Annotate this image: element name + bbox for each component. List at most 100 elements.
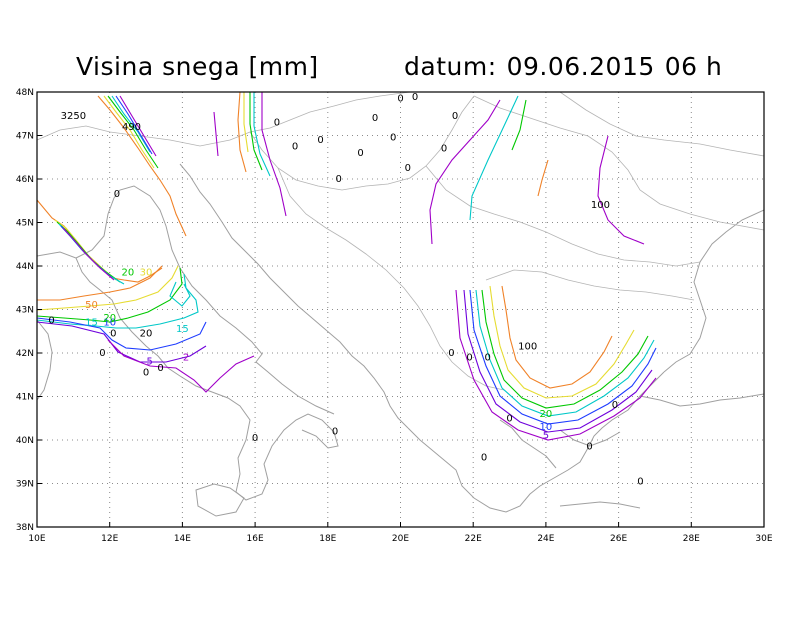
contour-label: 10	[103, 318, 116, 329]
coast-sardinia	[36, 319, 53, 401]
contour-label: 0	[405, 163, 411, 174]
x-tick-label: 24E	[537, 534, 554, 544]
contour-label: 0	[612, 400, 618, 411]
coast-italy-west	[36, 251, 339, 501]
contour-label: 50	[85, 300, 98, 311]
contour-line	[249, 92, 263, 171]
contour-line	[511, 99, 527, 151]
coast-greece	[407, 371, 665, 513]
contour-label: 0	[292, 141, 298, 152]
y-tick-label: 45N	[16, 219, 34, 229]
contour-label: 30	[140, 268, 153, 279]
contour-line	[107, 339, 255, 393]
contour-label: 0	[397, 94, 403, 105]
contour-label: 0	[336, 174, 342, 185]
contour-line	[463, 289, 653, 433]
contour-line	[429, 99, 501, 245]
border-ukraine	[559, 91, 765, 157]
contour-label: 0	[586, 442, 592, 453]
contour-label: 0	[506, 413, 512, 424]
y-tick-label: 38N	[16, 523, 34, 533]
contour-label: 100	[591, 200, 610, 211]
contour-line	[455, 289, 657, 441]
contour-line	[481, 289, 649, 409]
contour-line	[56, 95, 159, 283]
border-romania	[425, 165, 701, 267]
border-alps	[36, 91, 411, 147]
contour-line	[36, 267, 183, 323]
y-tick-label: 39N	[16, 480, 34, 490]
contour-line	[213, 111, 219, 157]
x-tick-label: 10E	[28, 534, 45, 544]
contour-label: 0	[332, 426, 338, 437]
contour-label: 0	[317, 135, 323, 146]
contour-line	[253, 92, 271, 177]
coast-sicily	[195, 483, 245, 517]
contour-line	[62, 95, 157, 281]
x-tick-label: 18E	[319, 534, 336, 544]
contour-label: 0	[448, 348, 454, 359]
border-carpathians	[473, 95, 765, 231]
date-label: datum:	[404, 52, 497, 81]
contour-line	[501, 285, 613, 389]
contour-line	[237, 91, 247, 173]
contour-label: 0	[485, 352, 491, 363]
contour-line	[469, 289, 657, 425]
contour-label: 0	[637, 476, 643, 487]
contour-line	[597, 135, 645, 245]
x-tick-label: 26E	[610, 534, 627, 544]
contour-label: 0	[390, 133, 396, 144]
x-tick-label: 16E	[247, 534, 264, 544]
contour-label: 2	[183, 352, 189, 363]
contour-label: 15	[176, 324, 189, 335]
date-header: datum: 09.06.2015 06 h	[404, 52, 732, 81]
contour-label: 0	[114, 189, 120, 200]
contour-label: 490	[122, 122, 141, 133]
contour-line	[243, 92, 249, 153]
contour-line	[261, 92, 287, 217]
contour-line	[36, 321, 207, 363]
chart-title: Visina snega [mm]	[76, 52, 319, 81]
contour-line	[489, 285, 635, 399]
coast-adriatic-east	[179, 163, 409, 429]
contour-line	[475, 289, 655, 417]
contour-label: 5	[543, 431, 549, 442]
contour-line	[36, 265, 179, 311]
contour-line	[537, 159, 549, 197]
contour-line	[469, 95, 519, 221]
contour-label: 0	[372, 113, 378, 124]
y-tick-label: 44N	[16, 262, 34, 272]
contour-label: 0	[252, 433, 258, 444]
y-tick-label: 41N	[16, 393, 34, 403]
x-tick-label: 14E	[174, 534, 191, 544]
x-tick-label: 22E	[465, 534, 482, 544]
contour-label: 0	[99, 348, 105, 359]
coastlines	[36, 163, 765, 517]
contour-label: 15	[85, 318, 98, 329]
contour-label: 3250	[61, 111, 86, 122]
y-tick-label: 43N	[16, 306, 34, 316]
contour-label: 100	[518, 341, 537, 352]
contour-label: 0	[452, 111, 458, 122]
y-tick-label: 42N	[16, 349, 34, 359]
contour-label: 0	[357, 148, 363, 159]
coast-turkey	[639, 393, 765, 407]
contour-label: 20	[103, 313, 116, 324]
contour-label: 0	[441, 144, 447, 155]
border-hungary	[249, 95, 475, 191]
contour-label: 10	[540, 422, 553, 433]
y-tick-label: 48N	[16, 88, 34, 98]
contours	[36, 91, 657, 441]
y-tick-label: 40N	[16, 436, 34, 446]
contour-label: 0	[466, 352, 472, 363]
coast-italy-east	[75, 185, 335, 415]
date-value: 09.06.2015	[506, 52, 655, 81]
axis-ticks: 10E 12E 14E 16E 18E 20E 22E 24E 26E 28E 30E 38N 39N 4…	[16, 88, 773, 544]
border-balkans	[277, 167, 505, 391]
contour-label: 20	[140, 328, 153, 339]
contour-label: 20	[540, 409, 553, 420]
contour-line	[36, 317, 207, 351]
y-tick-label: 47N	[16, 132, 34, 142]
